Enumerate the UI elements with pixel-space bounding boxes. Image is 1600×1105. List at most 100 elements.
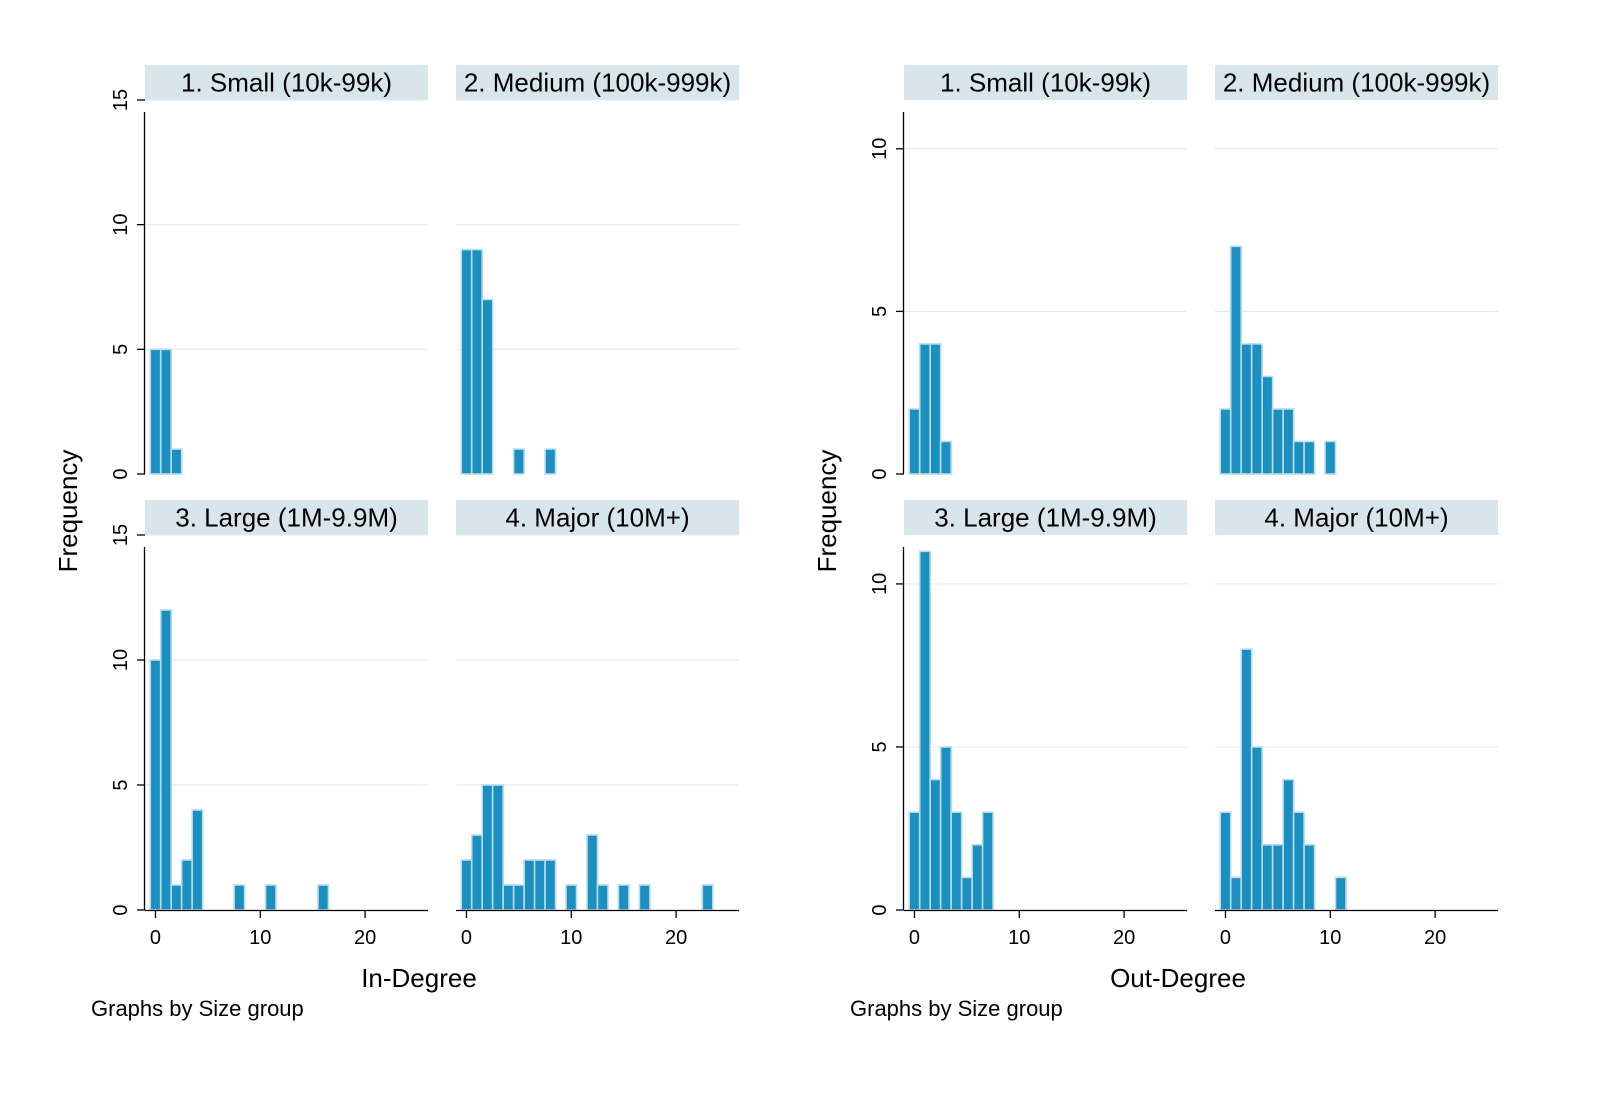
panel: 2. Medium (100k-999k)	[456, 65, 739, 475]
panel-title: 1. Small (10k-99k)	[181, 68, 392, 98]
histogram-bar	[544, 448, 557, 475]
histogram-bar	[565, 884, 578, 911]
histogram-bar	[638, 884, 651, 911]
x-tick-label: 0	[909, 927, 920, 949]
histogram-bar	[1229, 245, 1243, 475]
y-tick-label: 5	[869, 306, 891, 317]
panel-title: 1. Small (10k-99k)	[940, 68, 1151, 98]
histogram-bar	[149, 348, 162, 475]
panel-strip	[145, 65, 428, 100]
x-tick-label: 10	[1319, 927, 1341, 949]
panel-title: 2. Medium (100k-999k)	[1223, 68, 1490, 98]
histogram-bar	[533, 859, 546, 911]
histogram-bar	[233, 884, 246, 911]
panel-strip	[456, 500, 739, 535]
histogram-bar	[1261, 375, 1274, 475]
histogram-bar	[981, 811, 994, 911]
graphs-note: Graphs by Size group	[850, 996, 1063, 1021]
histogram-bar	[586, 834, 599, 911]
y-tick-label: 15	[110, 524, 132, 546]
histogram-bar	[491, 784, 504, 911]
panel-strip	[1215, 500, 1498, 535]
x-tick-label: 0	[1220, 927, 1231, 949]
panel-title: 4. Major (10M+)	[505, 503, 689, 533]
x-tick-label: 0	[150, 927, 161, 949]
histogram-bar	[1303, 843, 1316, 911]
y-tick-label: 0	[869, 904, 891, 915]
panel: 3. Large (1M-9.9M) 0 5 10 15 0 10 20	[110, 500, 428, 949]
histogram-bar	[1250, 343, 1263, 475]
y-tick-label: 10	[869, 573, 891, 595]
histogram-bar	[1282, 778, 1295, 911]
histogram-bar	[512, 448, 525, 475]
histogram-bar	[1219, 408, 1232, 475]
histogram-bar	[1229, 876, 1243, 911]
histogram-bar	[1324, 440, 1337, 475]
panel-title: 3. Large (1M-9.9M)	[175, 503, 398, 533]
histogram-bar	[918, 550, 932, 911]
histogram-bar	[1250, 746, 1263, 911]
y-tick-label: 15	[110, 89, 132, 111]
x-axis-title: In-Degree	[361, 963, 477, 993]
histogram-bar	[950, 811, 963, 911]
panel: 2. Medium (100k-999k)	[1215, 65, 1498, 475]
panel: 1. Small (10k-99k) 0 5 10	[869, 65, 1187, 480]
histogram-bar	[596, 884, 609, 911]
y-tick-label: 0	[869, 468, 891, 479]
histogram-bar	[960, 876, 973, 911]
x-tick-label: 0	[461, 927, 472, 949]
panel-title: 3. Large (1M-9.9M)	[934, 503, 1157, 533]
panel-title: 4. Major (10M+)	[1264, 503, 1448, 533]
histogram-bar	[1292, 811, 1305, 911]
histogram-bar	[180, 859, 193, 911]
y-axis-title: Frequency	[53, 450, 83, 573]
x-tick-label: 20	[1113, 927, 1135, 949]
histogram-bar	[470, 834, 484, 911]
histogram-bar	[939, 440, 952, 475]
x-tick-label: 10	[1008, 927, 1030, 949]
histogram-bar	[1271, 408, 1284, 475]
y-tick-label: 5	[869, 741, 891, 752]
x-tick-label: 20	[1424, 927, 1446, 949]
y-tick-label: 0	[110, 468, 132, 479]
histogram-bar	[908, 811, 921, 911]
panel: 3. Large (1M-9.9M) 0 5 10 0 10 20	[869, 500, 1187, 949]
x-axis-title: Out-Degree	[1110, 963, 1246, 993]
histogram-bar	[159, 348, 173, 475]
figure-in-degree: 1. Small (10k-99k) 0 5 10 15 2. Medium (100k-…	[53, 65, 739, 1021]
histogram-bar	[502, 884, 515, 911]
y-tick-label: 5	[110, 344, 132, 355]
histogram-bar	[1240, 343, 1253, 475]
histogram-bar	[191, 809, 204, 911]
histogram-bar	[512, 884, 525, 911]
panel: 1. Small (10k-99k) 0 5 10 15	[110, 65, 428, 480]
histogram-bar	[1292, 440, 1305, 475]
histogram-bar	[929, 778, 942, 911]
histogram-bar	[1271, 843, 1284, 911]
panel: 4. Major (10M+) 0 10 20	[1215, 500, 1498, 949]
panel-strip	[145, 500, 428, 535]
histogram-bar	[918, 343, 932, 475]
histogram-bar	[481, 784, 494, 911]
histogram-bar	[971, 843, 984, 911]
figure-out-degree: 1. Small (10k-99k) 0 5 10 2. Medium (100k-99…	[812, 65, 1498, 1021]
y-axis-title: Frequency	[812, 450, 842, 573]
histogram-bar	[170, 884, 183, 911]
histogram-bar	[1334, 876, 1347, 911]
x-tick-label: 10	[249, 927, 271, 949]
histogram-bar	[1261, 843, 1274, 911]
histogram-bar	[149, 659, 162, 911]
histogram-bar	[264, 884, 277, 911]
panel-strip	[904, 500, 1187, 535]
histogram-bar	[701, 884, 714, 911]
histogram-bar	[317, 884, 330, 911]
histogram-bar	[170, 448, 183, 475]
histogram-bar	[939, 746, 952, 911]
histogram-bar	[481, 298, 494, 475]
histogram-bar	[929, 343, 942, 475]
panel-strip	[456, 65, 739, 100]
histogram-bar	[1219, 811, 1232, 911]
x-tick-label: 20	[665, 927, 687, 949]
